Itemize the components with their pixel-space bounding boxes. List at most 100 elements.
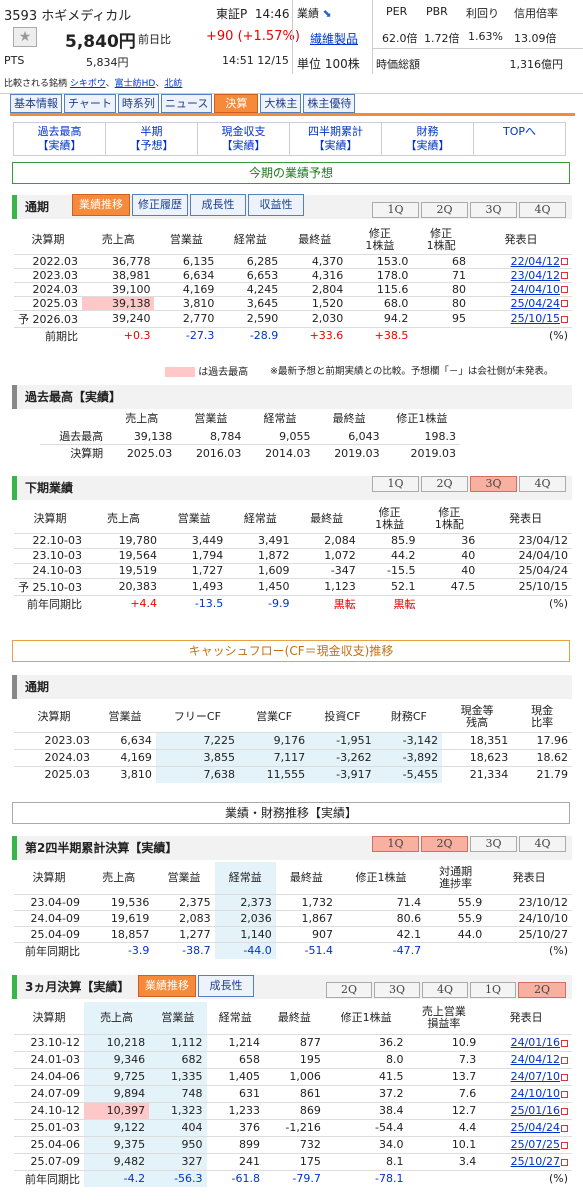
table-cell: 39,138 — [82, 296, 155, 311]
q-tab-3q[interactable]: 3Q — [470, 202, 517, 218]
date-link[interactable]: 25/04/24 — [510, 296, 560, 310]
table-cell: 80 — [412, 296, 471, 311]
column-header: 経常益 — [243, 511, 277, 525]
q-tab-4q[interactable]: 4Q — [519, 476, 566, 492]
date-link[interactable]: 25/10/27 — [510, 1155, 560, 1168]
date-link[interactable]: 25/01/16 — [510, 1104, 560, 1117]
q-tab-2q[interactable]: 2Q — [421, 202, 468, 218]
table-cell — [419, 595, 479, 612]
table-cell: -61.8 — [231, 1172, 260, 1186]
table-cell: 4.4 — [407, 1119, 481, 1137]
date-link[interactable]: 25/10/15 — [510, 312, 560, 325]
pdf-icon[interactable] — [561, 1124, 568, 1132]
date-link[interactable]: 23/04/12 — [510, 268, 560, 282]
pdf-icon[interactable] — [561, 1073, 568, 1081]
tab-trend[interactable]: 業績推移 — [72, 194, 130, 216]
related-link-1[interactable]: シキボウ — [69, 79, 106, 89]
pdf-icon[interactable] — [561, 300, 568, 307]
date-link[interactable]: 22/04/12 — [510, 254, 560, 268]
table-cell: 19,519 — [85, 563, 162, 579]
q-tab-2q[interactable]: 2Q — [326, 982, 372, 998]
related-link-3[interactable]: 北紡 — [164, 79, 183, 89]
table-cell: 376 — [206, 1119, 264, 1137]
col-sales: 売上高 — [101, 232, 135, 246]
q-tab-3q[interactable]: 3Q — [470, 836, 517, 852]
tab-growth[interactable]: 成長性 — [198, 975, 254, 997]
tab-benefits[interactable]: 株主優待 — [303, 94, 356, 113]
table-cell: 38,981 — [82, 268, 155, 283]
pdf-icon[interactable] — [561, 315, 568, 323]
table-cell: 3,855 — [155, 749, 239, 767]
pdf-icon[interactable] — [561, 1107, 568, 1115]
date-link[interactable]: 25/04/24 — [510, 1121, 560, 1134]
table-cell: 80.6 — [337, 910, 426, 927]
category-link[interactable]: 繊維製品 — [310, 32, 359, 46]
q-tab-4q[interactable]: 4Q — [422, 982, 468, 998]
subnav-top[interactable]: TOPへ — [502, 125, 536, 138]
tab-shareholders[interactable]: 大株主 — [260, 94, 302, 113]
tab-trend[interactable]: 業績推移 — [138, 975, 196, 997]
tab-timeseries[interactable]: 時系列 — [117, 94, 159, 113]
kind-label: 業績 ⬊ — [297, 7, 332, 20]
table-cell: 3,645 — [218, 296, 283, 311]
pdf-icon[interactable] — [561, 1141, 568, 1149]
table-cell: 2,084 — [293, 533, 360, 549]
table-cell: 3.4 — [407, 1153, 481, 1171]
star-icon[interactable]: ★ — [13, 27, 37, 47]
q-tab-3q[interactable]: 3Q — [470, 476, 517, 492]
yoy-row: 前年同期比 -4.2 -56.3 -61.8 -79.7 -78.1 (%) — [14, 1170, 572, 1187]
date-link[interactable]: 25/07/25 — [510, 1138, 560, 1151]
pdf-icon[interactable] — [561, 1039, 568, 1047]
subnav-finance[interactable]: 財務 【実績】 — [382, 123, 474, 155]
table-cell: 6,135 — [154, 254, 219, 269]
tab-chart[interactable]: チャート — [64, 94, 116, 113]
q-tab-1q[interactable]: 1Q — [372, 202, 419, 218]
subnav-half[interactable]: 半期 【予想】 — [106, 123, 198, 155]
pdf-icon[interactable] — [561, 286, 568, 293]
q-tab-2q[interactable]: 2Q — [421, 476, 468, 492]
column-header: 最終益 — [310, 511, 344, 525]
tab-profit[interactable]: 収益性 — [248, 194, 304, 216]
date-link[interactable]: 24/10/10 — [510, 1087, 560, 1100]
table-cell: 55.9 — [425, 910, 487, 927]
column-header: 最終益 — [332, 412, 366, 425]
subnav-record[interactable]: 過去最高 【実績】 — [14, 123, 106, 155]
tab-earnings[interactable]: 決算 — [214, 94, 259, 113]
column-header: 経常益 — [218, 1010, 252, 1024]
tab-news[interactable]: ニュース — [160, 94, 213, 113]
tab-basic[interactable]: 基本情報 — [10, 94, 62, 113]
stock-header: 3593 ホギメディカル 東証P 14:46 ★ 5,840円 前日比 +90 … — [0, 0, 583, 94]
column-header: 営業益 — [177, 511, 211, 525]
pdf-icon[interactable] — [561, 272, 568, 279]
date-link[interactable]: 24/04/10 — [510, 282, 560, 296]
date-link[interactable]: 24/04/12 — [510, 1053, 560, 1066]
pdf-icon[interactable] — [561, 1056, 568, 1064]
q-tab-2q[interactable]: 2Q — [421, 836, 468, 852]
table-cell: -4.2 — [84, 1170, 150, 1187]
q-tab-2q-active[interactable]: 2Q — [518, 982, 566, 998]
date-link[interactable]: 24/07/10 — [510, 1070, 560, 1083]
q-tab-3q[interactable]: 3Q — [374, 982, 420, 998]
tab-revision[interactable]: 修正履歴 — [132, 194, 188, 216]
q-tab-4q[interactable]: 4Q — [519, 836, 566, 852]
column-header: 発表日 — [512, 870, 546, 884]
column-header: 修正1株益 — [396, 412, 448, 425]
column-header: 修正 1株益 — [375, 505, 405, 531]
related-link-2[interactable]: 富士紡HD — [114, 79, 156, 89]
pdf-icon[interactable] — [561, 1090, 568, 1098]
table-cell: 2019.03 — [410, 446, 457, 460]
table-cell: 25/04/24 — [479, 563, 572, 579]
subnav-cf[interactable]: 現金収支 【実績】 — [198, 123, 290, 155]
q-tab-1q[interactable]: 1Q — [372, 836, 419, 852]
subnav-quarter[interactable]: 四半期累計 【実績】 — [290, 123, 382, 155]
q-tab-1q[interactable]: 1Q — [470, 982, 516, 998]
date-link[interactable]: 24/01/16 — [510, 1036, 560, 1049]
q-tab-4q[interactable]: 4Q — [519, 202, 566, 218]
column-header: 発表日 — [509, 511, 543, 525]
pdf-icon[interactable] — [561, 1158, 568, 1166]
margin-value: 13.09倍 — [514, 32, 557, 45]
col-div: 修正 1株配 — [426, 226, 456, 252]
pdf-icon[interactable] — [561, 258, 568, 265]
q-tab-1q[interactable]: 1Q — [372, 476, 419, 492]
tab-growth[interactable]: 成長性 — [190, 194, 246, 216]
